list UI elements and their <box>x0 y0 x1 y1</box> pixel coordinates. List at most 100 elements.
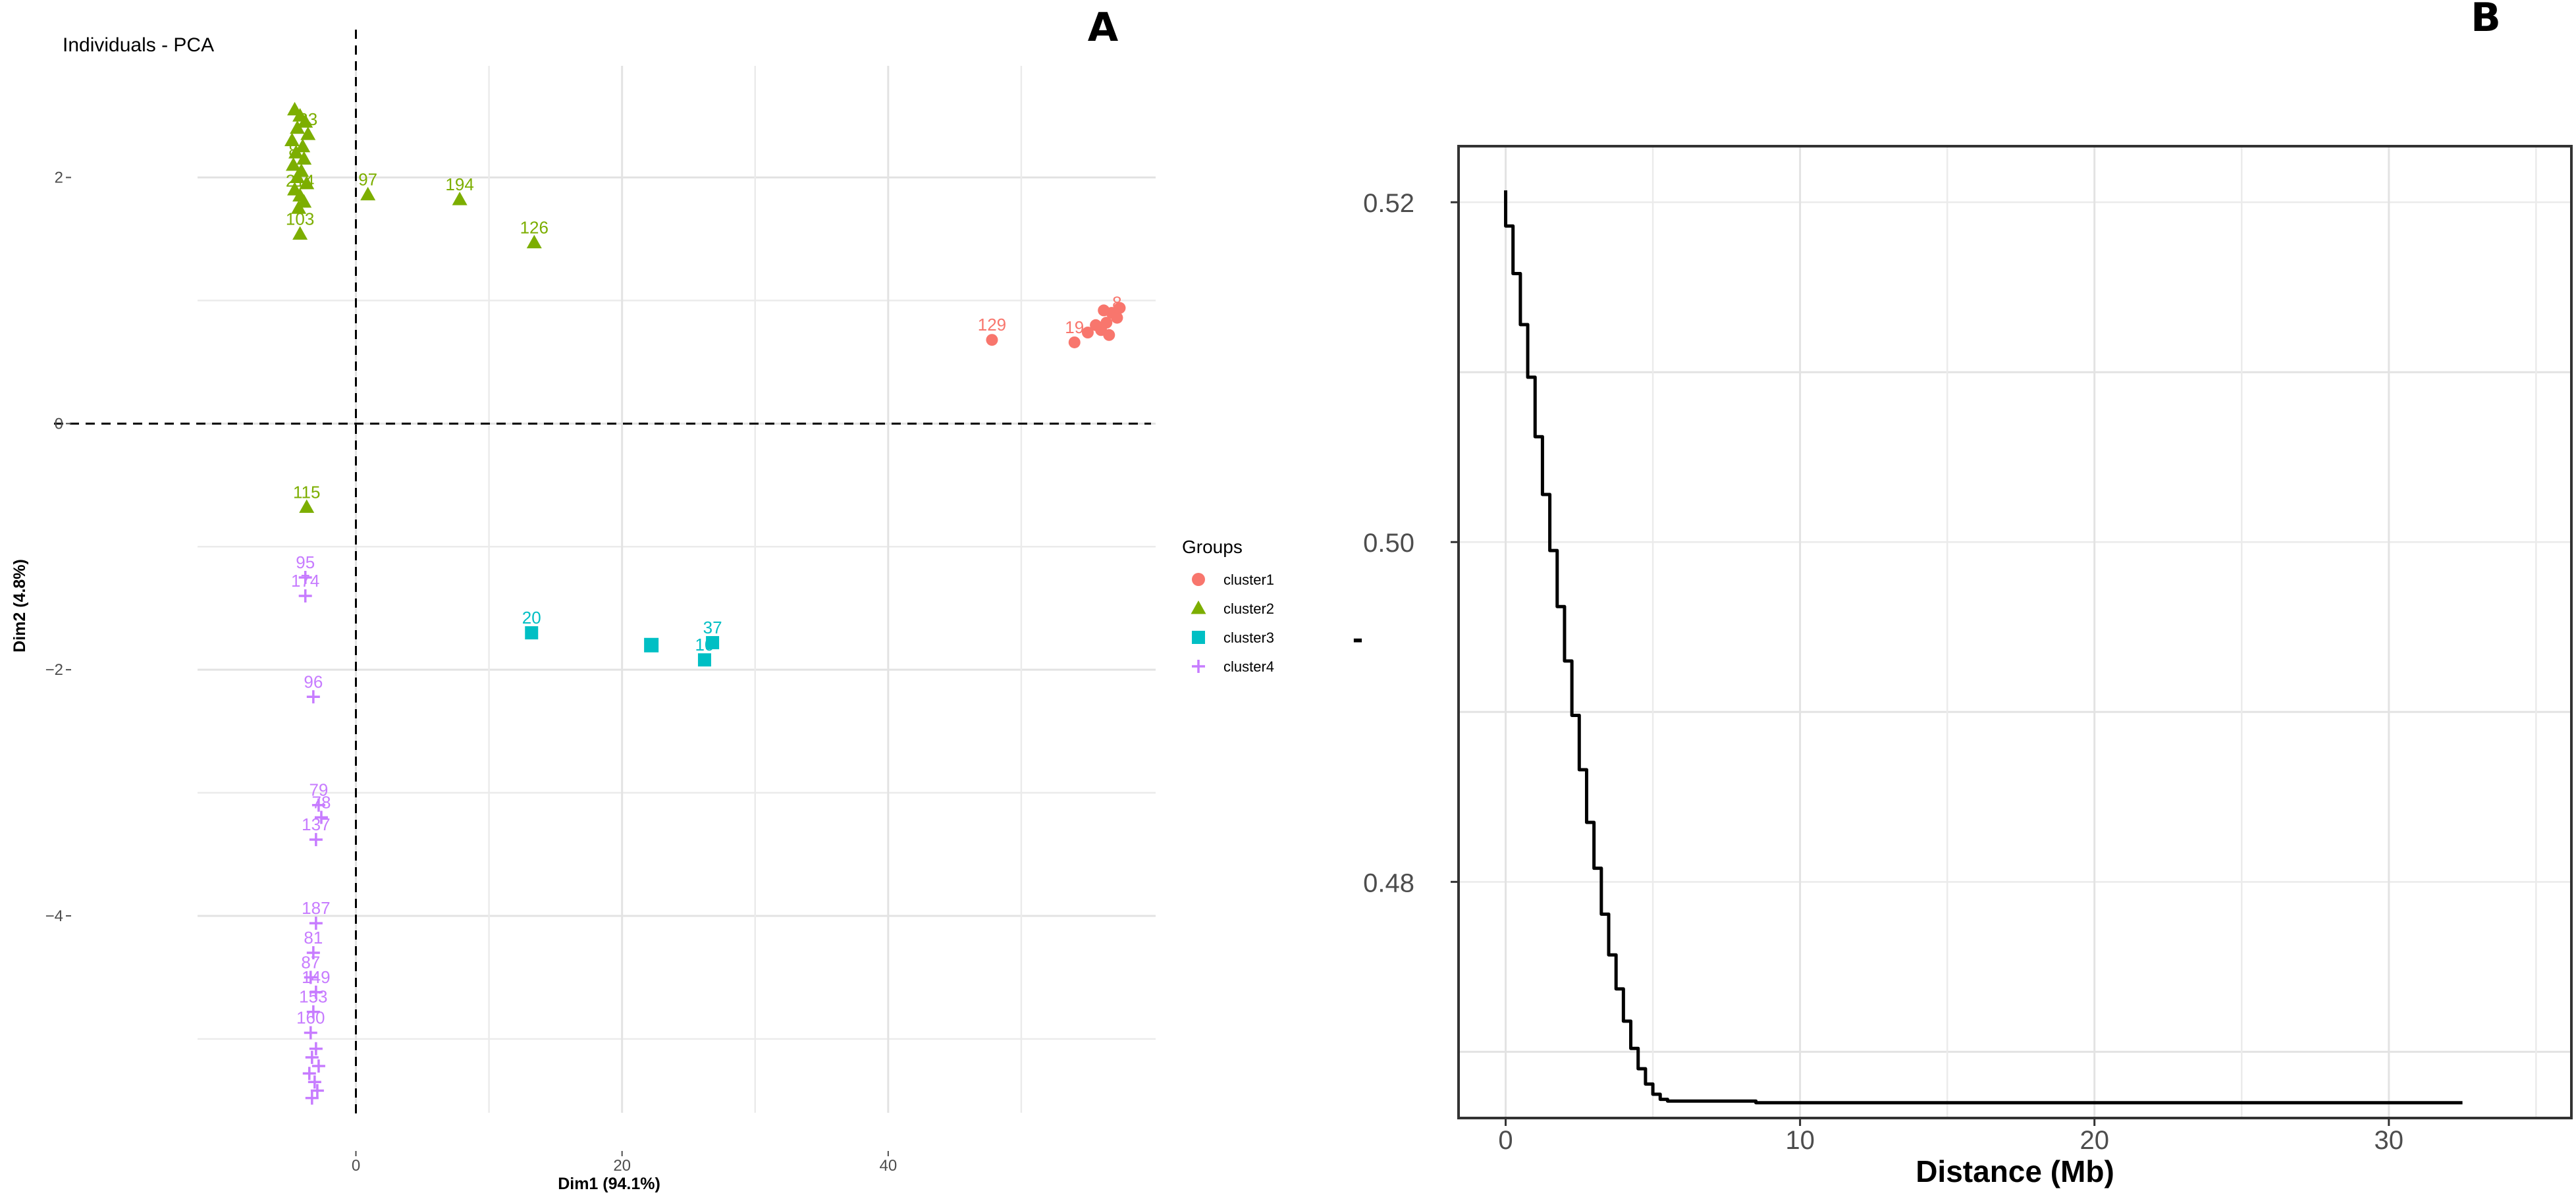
pca-y-tick-label: 0 <box>55 415 63 433</box>
pca-x-ticks: 0 20 40 <box>352 1151 897 1175</box>
decay-x-tick-label: 0 <box>1498 1126 1513 1155</box>
decay-x-tick-label: 30 <box>2375 1126 2404 1155</box>
decay-y-ticks: 0.48 0.50 0.52 <box>1363 189 1459 897</box>
cluster4-point <box>309 1042 323 1055</box>
legend-label-cluster4: cluster4 <box>1223 658 1274 675</box>
cluster4-point-label: 187 <box>302 898 330 918</box>
cluster4-point <box>306 1005 320 1019</box>
pca-points <box>284 101 1126 1105</box>
pca-y-tick-label: −2 <box>45 661 63 679</box>
pca-x-axis-title: Dim1 (94.1%) <box>558 1175 660 1193</box>
decay-panel-border <box>1457 145 2573 1119</box>
cluster2-point-label: 103 <box>286 209 314 229</box>
decay-gridlines <box>1459 146 2571 1118</box>
legend-key-cluster2 <box>1191 600 1206 614</box>
cluster4-point <box>305 1091 319 1105</box>
cluster3-point <box>706 636 720 650</box>
cluster2-point <box>292 226 308 240</box>
legend-key-cluster1 <box>1192 573 1205 586</box>
decay-chart: 0.48 0.50 0.52 0 10 20 30 Distance (Mb) - <box>1353 145 2573 1188</box>
cluster2-point <box>291 200 307 214</box>
pca-title: Individuals - PCA <box>63 34 214 56</box>
cluster4-point <box>311 798 325 812</box>
cluster2-point <box>290 169 306 184</box>
cluster1-point <box>1081 327 1094 339</box>
cluster4-point-label: 87 <box>301 952 320 972</box>
pca-y-ticks: 2 0 −2 −4 <box>45 169 71 925</box>
cluster4-point <box>309 833 323 847</box>
cluster2-point-label: 194 <box>445 174 473 194</box>
cluster4-point-label: 79 <box>309 780 328 800</box>
cluster4-point <box>308 1075 321 1089</box>
cluster3-point-label: 20 <box>522 608 541 627</box>
cluster2-point <box>288 145 304 159</box>
cluster3-point-label: 10 <box>695 635 714 654</box>
cluster4-point <box>309 917 323 930</box>
panel-label-b: B <box>2471 0 2501 41</box>
cluster1-point <box>1114 302 1126 314</box>
decay-x-tick-label: 20 <box>2080 1126 2109 1155</box>
legend-key-cluster4 <box>1192 660 1205 673</box>
cluster2-point-label: 115 <box>293 482 320 502</box>
cluster2-point <box>284 132 300 146</box>
cluster2-point-label: 8 <box>288 140 298 160</box>
pca-legend: Groups cluster1 cluster2 cluster3 cluster4 <box>1182 537 1274 675</box>
cluster2-point-label: 23 <box>298 109 317 129</box>
cluster1-point <box>1111 311 1123 324</box>
pca-y-tick-label: 2 <box>55 169 63 187</box>
cluster3-point <box>525 626 539 640</box>
cluster2-point <box>360 186 376 201</box>
cluster4-point-label: 81 <box>304 928 323 947</box>
decay-x-axis-title: Distance (Mb) <box>1916 1154 2114 1188</box>
cluster1-point <box>1100 317 1113 329</box>
cluster1-point <box>1103 329 1115 341</box>
pca-x-tick-label: 0 <box>352 1157 360 1175</box>
cluster4-point <box>298 589 312 602</box>
cluster2-point-label: 214 <box>286 171 314 191</box>
cluster4-point-label: 149 <box>302 967 330 987</box>
cluster2-point <box>299 499 315 513</box>
decay-panel-background <box>1459 146 2571 1118</box>
cluster2-point-label: 97 <box>358 170 377 190</box>
panel-label-a: A <box>1088 5 1119 51</box>
legend-label-cluster3: cluster3 <box>1223 629 1274 646</box>
cluster1-point-label: 8 <box>1112 293 1121 313</box>
pca-gridlines <box>198 66 1156 1113</box>
pca-y-axis-title: Dim2 (4.8%) <box>11 559 29 653</box>
decay-x-tick-label: 10 <box>1785 1126 1815 1155</box>
decay-y-tick-label: 0.48 <box>1363 868 1414 897</box>
cluster4-point-label: 174 <box>291 571 319 591</box>
cluster4-point <box>305 1050 319 1064</box>
decay-x-ticks: 0 10 20 30 <box>1498 1118 2403 1155</box>
cluster1-point <box>1098 304 1110 317</box>
cluster4-point <box>306 690 320 704</box>
cluster4-point <box>314 811 328 824</box>
cluster2-point-label: 126 <box>520 218 549 238</box>
pca-reference-lines <box>54 30 1151 1119</box>
cluster4-point <box>311 1059 325 1073</box>
cluster2-point <box>298 114 313 128</box>
cluster4-point-label: 95 <box>296 552 315 572</box>
cluster4-point-label: 160 <box>296 1008 325 1028</box>
cluster2-point <box>290 120 306 134</box>
cluster2-point <box>300 126 316 140</box>
pca-y-tick-label: −4 <box>45 907 63 925</box>
cluster3-point <box>697 653 711 667</box>
cluster4-point <box>309 985 323 999</box>
pca-x-tick-label: 40 <box>879 1157 897 1175</box>
cluster4-point <box>310 1084 324 1098</box>
cluster1-point <box>1090 319 1102 331</box>
cluster4-point-label: 96 <box>304 672 323 691</box>
cluster4-point <box>304 971 317 984</box>
decay-curve <box>1504 190 2463 1105</box>
cluster4-point-label: 78 <box>311 792 331 812</box>
legend-key-cluster3 <box>1192 631 1205 644</box>
cluster4-point <box>298 570 312 584</box>
decay-y-tick-label: 0.52 <box>1363 189 1414 218</box>
cluster2-point <box>296 151 312 165</box>
cluster2-point <box>452 192 468 205</box>
cluster4-point <box>306 946 320 960</box>
